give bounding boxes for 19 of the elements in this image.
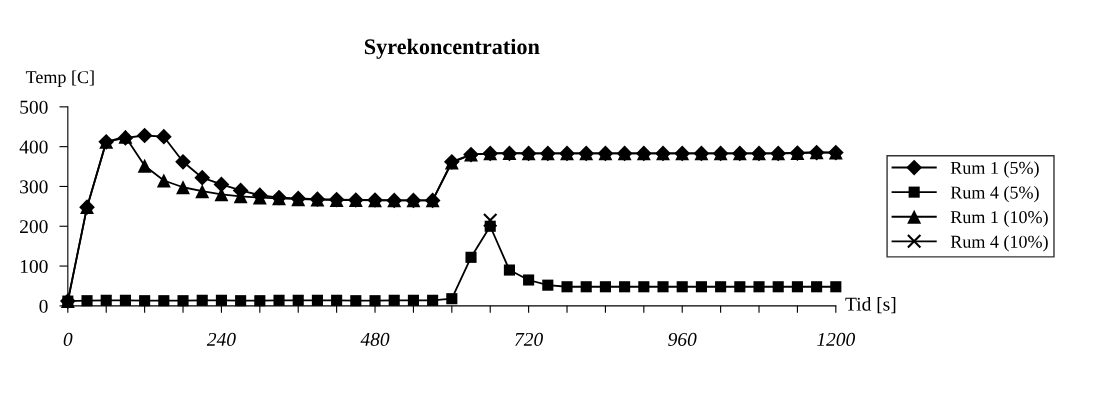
x-tick-label: 960 bbox=[668, 332, 697, 346]
legend-label: Rum 4 (5%) bbox=[950, 185, 1039, 203]
legend-label: Rum 4 (10%) bbox=[950, 235, 1048, 252]
x-axis-title: Tid [s] bbox=[845, 297, 896, 314]
y-tick-label: 300 bbox=[20, 180, 48, 194]
x-tick-label: 480 bbox=[360, 332, 390, 346]
y-tick-label: 400 bbox=[19, 140, 48, 154]
x-tick-label: 240 bbox=[206, 332, 236, 346]
legend-label: Rum 1 (5%) bbox=[950, 161, 1039, 178]
y-tick-label: 500 bbox=[20, 100, 48, 114]
y-axis-title: Temp [C] bbox=[25, 70, 94, 87]
y-tick-label: 200 bbox=[20, 220, 48, 234]
y-tick-label: 100 bbox=[20, 259, 48, 273]
x-tick-label: 0 bbox=[63, 332, 73, 346]
chart-title: Syrekoncentration bbox=[364, 38, 540, 59]
legend-label: Rum 1 (10%) bbox=[950, 210, 1048, 227]
y-tick-label: 0 bbox=[39, 299, 48, 313]
x-tick-label: 720 bbox=[515, 332, 543, 346]
x-tick-label: 1200 bbox=[817, 332, 856, 346]
